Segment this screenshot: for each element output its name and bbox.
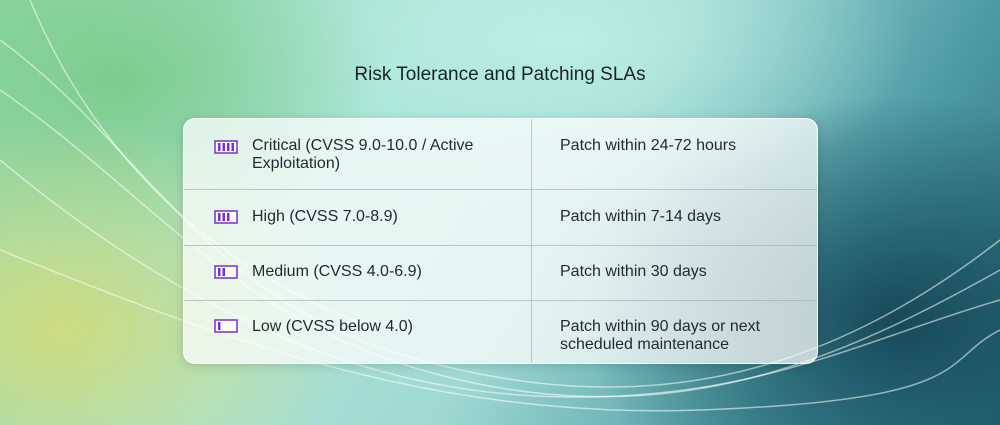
row-divider: [184, 189, 817, 190]
severity-icon: [214, 265, 238, 279]
table: Critical (CVSS 9.0-10.0 / Active Exploit…: [183, 118, 818, 364]
severity: Low (CVSS below 4.0): [252, 318, 413, 335]
sla: Patch within 7-14 days: [560, 208, 721, 225]
severity: High (CVSS 7.0-8.9): [252, 208, 398, 225]
sla: Patch within 30 days: [560, 263, 707, 280]
title: Risk Tolerance and Patching SLAs: [354, 64, 646, 85]
sla: Patch within 24-72 hours: [560, 137, 737, 154]
severity: Medium (CVSS 4.0-6.9): [252, 263, 422, 280]
severity-icon: [214, 319, 238, 333]
severity: Critical (CVSS 9.0-10.0 / Active Exploit…: [252, 137, 474, 172]
sla: Patch within 90 days or next scheduled m…: [560, 318, 761, 353]
row-divider: [184, 245, 817, 246]
severity-icon: [214, 140, 238, 154]
column-divider: [531, 119, 532, 363]
row-divider: [184, 300, 817, 301]
severity-icon: [214, 210, 238, 224]
